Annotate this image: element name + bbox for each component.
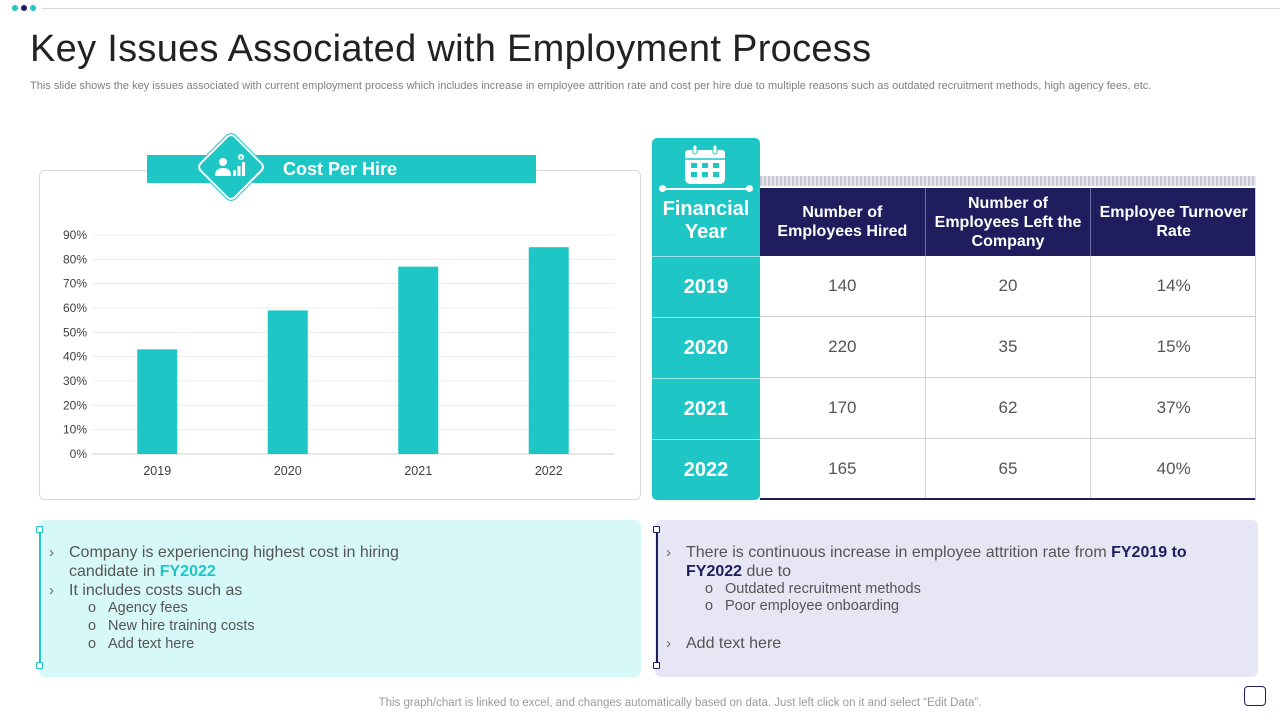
sub-bullet-icon: o bbox=[705, 598, 714, 614]
financial-year-header: Financial Year bbox=[662, 198, 750, 243]
x-tick-label: 2019 bbox=[143, 464, 171, 478]
slide-nav-icon[interactable] bbox=[1244, 686, 1266, 706]
table-row: 165 65 40% bbox=[760, 439, 1256, 500]
box-accent-line bbox=[656, 530, 658, 666]
bullet-text: Company is experiencing highest cost in … bbox=[69, 544, 399, 561]
table-header-stripe bbox=[760, 176, 1256, 186]
page-title: Key Issues Associated with Employment Pr… bbox=[30, 28, 872, 70]
table-border bbox=[1255, 188, 1256, 500]
bar-2020[interactable] bbox=[267, 310, 308, 454]
highlight-fy2022: FY2022 bbox=[159, 563, 216, 580]
bullet-text-line2: FY2022 due to bbox=[686, 562, 791, 581]
sub-bullet-text: Outdated recruitment methods bbox=[725, 581, 921, 597]
column-header-left: Number of Employees Left the Company bbox=[924, 188, 1091, 256]
y-tick-label: 90% bbox=[63, 228, 87, 242]
y-tick-label: 80% bbox=[63, 252, 87, 266]
box-accent-cap bbox=[653, 526, 660, 533]
y-tick-label: 40% bbox=[63, 350, 87, 364]
table-row: 220 35 15% bbox=[760, 317, 1256, 378]
box-accent-line bbox=[39, 530, 41, 666]
year-cell: 2022 bbox=[652, 439, 760, 500]
year-cell: 2020 bbox=[652, 317, 760, 378]
highlight-fy-range: FY2019 to bbox=[1111, 544, 1187, 561]
highlight-fy2022: FY2022 bbox=[686, 563, 743, 580]
x-tick-label: 2021 bbox=[404, 464, 432, 478]
x-tick-label: 2020 bbox=[274, 464, 302, 478]
table-cell: 37% bbox=[1090, 378, 1256, 438]
year-cell: 2019 bbox=[652, 256, 760, 317]
decor-dot bbox=[30, 5, 36, 11]
people-chart-icon: $ bbox=[215, 154, 245, 176]
bullet-text-part: candidate in bbox=[69, 563, 160, 580]
box-accent-cap bbox=[36, 526, 43, 533]
footer-note: This graph/chart is linked to excel, and… bbox=[378, 697, 982, 709]
bullet-text-part: There is continuous increase in employee… bbox=[686, 544, 1112, 561]
table-header-row: Number of Employees Hired Number of Empl… bbox=[760, 188, 1256, 256]
bullet-chevron-icon: › bbox=[666, 544, 671, 561]
bar-2022[interactable] bbox=[528, 247, 569, 454]
table-cell: 20 bbox=[924, 256, 1091, 316]
sub-bullet-text: Agency fees bbox=[108, 600, 188, 616]
y-tick-label: 70% bbox=[63, 277, 87, 291]
table-row: 140 20 14% bbox=[760, 256, 1256, 317]
table-cell: 62 bbox=[924, 378, 1091, 438]
bullet-chevron-icon: › bbox=[49, 544, 54, 561]
sub-bullet-text[interactable]: Add text here bbox=[108, 636, 195, 652]
calendar-icon bbox=[685, 144, 725, 184]
box-accent-cap bbox=[36, 662, 43, 669]
page-subtitle: This slide shows the key issues associat… bbox=[30, 80, 1152, 92]
table-cell: 35 bbox=[924, 317, 1091, 377]
table-cell: 170 bbox=[828, 398, 857, 417]
year-cell: 2021 bbox=[652, 378, 760, 439]
y-tick-label: 0% bbox=[70, 447, 88, 461]
table-cell: 15% bbox=[1090, 317, 1256, 377]
sub-bullet-icon: o bbox=[88, 600, 97, 616]
table-cell: 40% bbox=[1090, 439, 1256, 498]
sub-bullet-icon: o bbox=[88, 618, 97, 634]
column-header-turnover: Employee Turnover Rate bbox=[1090, 188, 1256, 256]
decor-dot bbox=[21, 5, 27, 11]
table-row: 170 62 37% bbox=[760, 378, 1256, 439]
divider-dot bbox=[659, 185, 666, 192]
bullet-chevron-icon: › bbox=[666, 635, 671, 652]
table-cell: 220 bbox=[828, 337, 857, 356]
y-tick-label: 20% bbox=[63, 398, 87, 412]
bullet-text-part: due to bbox=[742, 563, 791, 580]
table-cell: 140 bbox=[828, 276, 857, 295]
cost-insight-box bbox=[39, 520, 641, 677]
column-header-hired: Number of Employees Hired bbox=[777, 204, 908, 240]
sub-bullet-icon: o bbox=[705, 581, 714, 597]
bullet-text-line2: candidate in FY2022 bbox=[69, 562, 216, 581]
y-tick-label: 60% bbox=[63, 301, 87, 315]
y-tick-label: 50% bbox=[63, 325, 87, 339]
header-divider bbox=[660, 188, 752, 190]
y-tick-label: 10% bbox=[63, 423, 87, 437]
bullet-text[interactable]: Add text here bbox=[686, 635, 782, 652]
table-cell: 65 bbox=[924, 439, 1091, 498]
decor-dot bbox=[12, 5, 18, 11]
x-tick-label: 2022 bbox=[535, 464, 563, 478]
cost-per-hire-chart[interactable]: 0% 10% 20% 30% 40% 50% 60% 70% 80% 90% 2019 2020 202… bbox=[40, 220, 640, 490]
bullet-chevron-icon: › bbox=[49, 582, 54, 599]
box-accent-cap bbox=[653, 662, 660, 669]
bullet-text: There is continuous increase in employee… bbox=[686, 543, 1187, 562]
chart-title: Cost Per Hire bbox=[282, 159, 398, 179]
top-divider bbox=[42, 8, 1280, 9]
table-cell: 14% bbox=[1090, 256, 1256, 316]
y-tick-label: 30% bbox=[63, 374, 87, 388]
bar-2021[interactable] bbox=[398, 266, 439, 454]
table-cell: 165 bbox=[828, 459, 857, 478]
attrition-insight-box bbox=[655, 520, 1258, 677]
svg-text:$: $ bbox=[240, 155, 243, 160]
bar-2019[interactable] bbox=[137, 349, 178, 454]
bullet-text: It includes costs such as bbox=[69, 582, 243, 599]
sub-bullet-icon: o bbox=[88, 636, 97, 652]
sub-bullet-text: Poor employee onboarding bbox=[725, 598, 900, 614]
divider-dot bbox=[746, 185, 753, 192]
sub-bullet-text: New hire training costs bbox=[108, 618, 255, 634]
